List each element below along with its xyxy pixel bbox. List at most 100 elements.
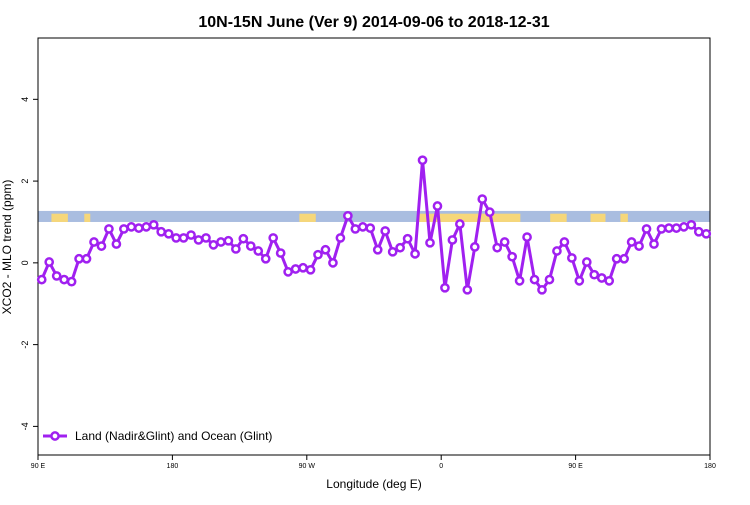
data-point bbox=[328, 258, 338, 268]
data-point bbox=[499, 237, 510, 247]
data-point bbox=[484, 207, 495, 218]
data-point bbox=[208, 240, 219, 250]
y-tick-label: -4 bbox=[20, 422, 30, 430]
data-point bbox=[514, 275, 525, 286]
data-point bbox=[589, 269, 600, 280]
data-point bbox=[268, 233, 279, 243]
data-point bbox=[395, 242, 405, 253]
data-point bbox=[581, 257, 592, 267]
data-point bbox=[380, 226, 391, 236]
data-point bbox=[156, 226, 167, 237]
data-point bbox=[410, 249, 420, 259]
data-point bbox=[171, 233, 181, 243]
data-point bbox=[163, 228, 174, 239]
data-point bbox=[567, 253, 577, 263]
ocean-strip bbox=[38, 210, 710, 222]
data-point bbox=[81, 253, 92, 264]
land-patch bbox=[417, 213, 521, 222]
data-point bbox=[111, 239, 122, 249]
data-point bbox=[664, 223, 674, 233]
land-patch bbox=[84, 213, 91, 222]
data-point bbox=[477, 194, 488, 204]
land-patch bbox=[299, 213, 316, 222]
data-point bbox=[290, 264, 301, 274]
data-point bbox=[574, 275, 585, 286]
data-point bbox=[141, 222, 152, 232]
x-tick-label: 90 E bbox=[568, 463, 583, 470]
x-axis-label: Longitude (deg E) bbox=[326, 477, 421, 491]
x-tick-label: 0 bbox=[439, 463, 443, 470]
data-point bbox=[641, 224, 652, 234]
y-tick-label: -2 bbox=[20, 341, 30, 349]
data-point bbox=[133, 223, 144, 233]
data-point bbox=[634, 241, 644, 251]
land-patch bbox=[51, 213, 68, 222]
data-point bbox=[126, 222, 137, 232]
x-tick-label: 90 E bbox=[31, 463, 46, 470]
data-point bbox=[201, 233, 211, 243]
data-point bbox=[387, 246, 398, 257]
data-point bbox=[492, 242, 503, 253]
data-point bbox=[335, 233, 346, 243]
data-point bbox=[372, 244, 383, 255]
data-point bbox=[59, 274, 69, 285]
data-point bbox=[44, 257, 55, 267]
data-point bbox=[537, 284, 547, 295]
data-point bbox=[298, 262, 308, 273]
y-tick-label: 2 bbox=[20, 179, 30, 184]
data-point bbox=[649, 239, 659, 249]
data-point bbox=[447, 235, 458, 245]
data-point bbox=[350, 224, 361, 234]
data-point bbox=[656, 224, 667, 234]
data-point bbox=[462, 284, 473, 295]
data-point bbox=[626, 237, 637, 247]
data-point bbox=[559, 237, 570, 247]
data-point bbox=[417, 155, 428, 166]
y-tick-label: 0 bbox=[20, 260, 30, 265]
data-point bbox=[305, 264, 316, 275]
data-point bbox=[619, 253, 629, 264]
data-point bbox=[216, 237, 226, 247]
data-point bbox=[193, 235, 204, 245]
data-point bbox=[432, 201, 443, 211]
chart-title: 10N-15N June (Ver 9) 2014-09-06 to 2018-… bbox=[198, 14, 549, 31]
x-tick-label: 180 bbox=[167, 463, 179, 470]
data-point bbox=[96, 241, 107, 251]
data-point bbox=[693, 226, 704, 237]
data-point bbox=[440, 282, 450, 293]
data-point bbox=[701, 228, 712, 239]
data-point bbox=[104, 224, 114, 234]
data-point bbox=[320, 244, 331, 255]
data-point bbox=[148, 219, 159, 230]
y-tick-label: 4 bbox=[20, 97, 30, 102]
data-point bbox=[522, 232, 532, 242]
data-point bbox=[469, 242, 480, 252]
data-point bbox=[238, 233, 249, 244]
data-point bbox=[671, 223, 682, 233]
data-point bbox=[604, 275, 615, 286]
data-point bbox=[425, 237, 435, 248]
data-point bbox=[231, 244, 241, 254]
data-point bbox=[552, 246, 562, 256]
data-point bbox=[36, 274, 47, 285]
data-point bbox=[343, 210, 353, 221]
data-point bbox=[686, 219, 697, 230]
data-point bbox=[402, 233, 413, 244]
data-point bbox=[283, 266, 293, 277]
land-patch bbox=[620, 213, 628, 222]
data-point bbox=[245, 241, 256, 251]
data-point bbox=[357, 222, 368, 232]
data-point bbox=[223, 235, 234, 246]
data-point bbox=[596, 273, 607, 283]
land-patch bbox=[590, 213, 606, 222]
data-point bbox=[178, 233, 189, 243]
data-point bbox=[119, 224, 129, 234]
data-point bbox=[275, 248, 286, 258]
land-patch bbox=[550, 213, 567, 222]
data-point bbox=[365, 223, 376, 233]
x-tick-label: 90 W bbox=[299, 463, 316, 470]
data-point bbox=[260, 253, 271, 264]
data-point bbox=[544, 274, 555, 285]
data-point bbox=[679, 222, 689, 232]
